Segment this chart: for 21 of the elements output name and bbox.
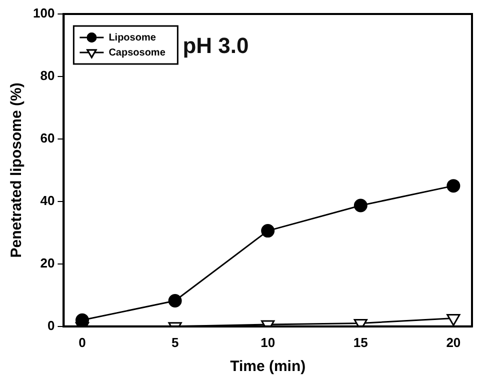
point xyxy=(354,198,368,212)
y-tick-label: 100 xyxy=(32,6,55,21)
y-axis-title: Penetrated liposome (%) xyxy=(8,82,26,258)
legend-label: Liposome xyxy=(108,32,156,44)
x-tick-label: 20 xyxy=(446,334,461,350)
x-tick-label: 15 xyxy=(353,334,368,350)
y-tick-label: 80 xyxy=(40,68,55,84)
y-tick-label: 40 xyxy=(40,193,55,208)
y-tick-label: 20 xyxy=(40,256,55,270)
x-axis-title: Time (min) xyxy=(230,358,306,376)
point xyxy=(261,224,275,238)
legend-label: Capsosome xyxy=(108,47,166,58)
y-tick-label: 0 xyxy=(47,318,55,333)
annotation: pH 3.0 xyxy=(182,33,249,58)
x-tick-label: 10 xyxy=(260,334,276,350)
point xyxy=(76,313,89,326)
x-tick-label: 5 xyxy=(171,334,179,350)
x-tick-label: 0 xyxy=(78,334,86,350)
point xyxy=(446,179,460,193)
point xyxy=(168,294,182,308)
y-tick-label: 60 xyxy=(40,130,55,146)
